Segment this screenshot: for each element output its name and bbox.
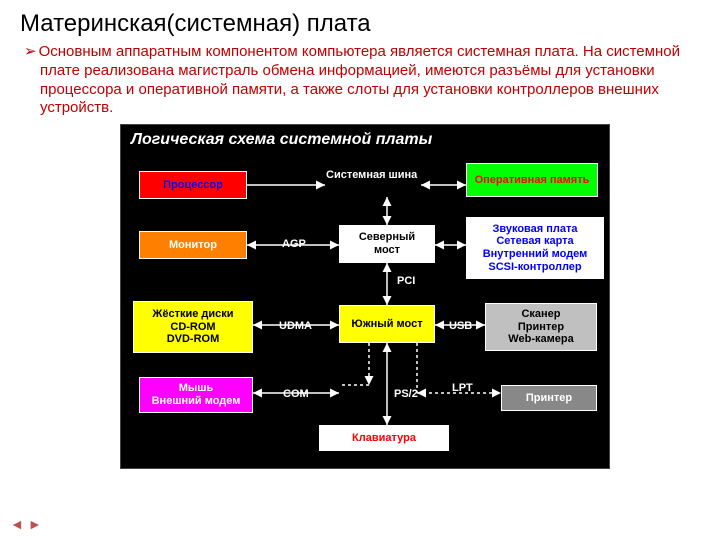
node-sound: Звуковая плата Сетевая карта Внутренний … (466, 217, 604, 279)
node-hdd: Жёсткие диски CD-ROM DVD-ROM (133, 301, 253, 353)
node-north: Северный мост (339, 225, 435, 263)
page-title: Материнская(системная) плата (0, 0, 720, 43)
node-printer: Принтер (501, 385, 597, 411)
node-monitor: Монитор (139, 231, 247, 259)
description-text: Основным аппаратным компонентом компьюте… (0, 43, 720, 124)
label-com: COM (283, 388, 309, 400)
label-agp: AGP (282, 238, 306, 250)
label-usb: USB (449, 320, 472, 332)
node-scanner: Сканер Принтер Web-камера (485, 303, 597, 351)
node-keyboard: Клавиатура (319, 425, 449, 451)
label-ps2: PS/2 (394, 388, 418, 400)
node-south: Южный мост (339, 305, 435, 343)
label-sysbus: Системная шина (326, 169, 417, 181)
diagram-title: Логическая схема системной платы (121, 125, 609, 155)
node-mouse: Мышь Внешний модем (139, 377, 253, 413)
nav-prev-icon[interactable]: ◄ (10, 516, 24, 532)
diagram-container: Логическая схема системной платы Процесс… (120, 124, 610, 469)
nav-controls: ◄ ► (10, 516, 42, 532)
label-pci: PCI (397, 275, 415, 287)
label-udma: UDMA (279, 320, 312, 332)
node-cpu: Процессор (139, 171, 247, 199)
node-ram: Оперативная память (466, 163, 598, 197)
label-lpt: LPT (452, 382, 473, 394)
nav-next-icon[interactable]: ► (28, 516, 42, 532)
